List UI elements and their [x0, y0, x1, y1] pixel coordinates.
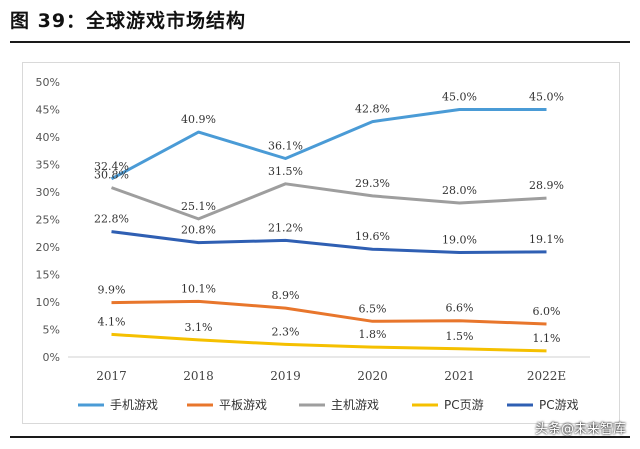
series-line: [110, 108, 547, 181]
data-label: 1.5%: [446, 330, 474, 343]
watermark: 头条@未来智库: [534, 422, 626, 437]
data-label: 20.8%: [181, 224, 216, 237]
y-tick-label: 20%: [36, 241, 60, 254]
y-tick-label: 40%: [36, 131, 60, 144]
data-label: 19.0%: [442, 234, 477, 247]
data-label: 8.9%: [272, 289, 300, 302]
data-label: 1.1%: [533, 332, 561, 345]
title-rule: [10, 41, 630, 43]
data-label: 45.0%: [529, 91, 564, 104]
x-tick-label: 2022E: [527, 369, 566, 383]
x-tick-label: 2021: [444, 369, 475, 383]
y-tick-label: 25%: [36, 214, 60, 227]
data-label: 19.6%: [355, 230, 390, 243]
data-label: 9.9%: [98, 284, 126, 297]
x-tick-label: 2017: [96, 369, 127, 383]
chart-frame: 0% 5% 10% 15% 20% 25% 30% 35% 40% 45% 50% 2017 2018 2…: [22, 62, 620, 424]
data-label: 31.5%: [268, 165, 303, 178]
legend-label: 平板游戏: [219, 398, 267, 412]
data-label: 6.5%: [359, 302, 387, 315]
data-label: 2.3%: [272, 325, 300, 338]
legend-label: 主机游戏: [331, 398, 379, 412]
data-label: 40.9%: [181, 113, 216, 126]
data-label: 30.8%: [94, 169, 129, 182]
data-label: 19.1%: [529, 233, 564, 246]
data-label: 28.0%: [442, 184, 477, 197]
x-tick-label: 2020: [357, 369, 388, 383]
legend-label: 手机游戏: [110, 398, 158, 412]
data-label: 25.1%: [181, 200, 216, 213]
y-tick-label: 0%: [43, 351, 60, 364]
y-tick-label: 45%: [36, 104, 60, 117]
series-line: [111, 230, 547, 254]
data-label: 6.0%: [533, 305, 561, 318]
legend-label: PC游戏: [539, 398, 579, 412]
y-tick-label: 10%: [36, 296, 60, 309]
x-tick-label: 2019: [270, 369, 301, 383]
data-label: 36.1%: [268, 139, 303, 152]
data-label: 21.2%: [268, 221, 303, 234]
data-label: 28.9%: [529, 179, 564, 192]
data-label: 6.6%: [446, 302, 474, 315]
x-tick-label: 2018: [183, 369, 214, 383]
figure-title: 图 39：全球游戏市场结构: [10, 10, 247, 32]
series-line: [111, 332, 547, 353]
bottom-rule: [10, 436, 630, 438]
series-line: [111, 299, 547, 326]
data-label: 29.3%: [355, 177, 390, 190]
series-line: [110, 182, 547, 221]
legend-label: PC页游: [444, 398, 484, 412]
y-tick-label: 5%: [43, 324, 60, 337]
data-label: 4.1%: [98, 315, 126, 328]
data-label: 1.8%: [359, 328, 387, 341]
y-tick-label: 30%: [36, 186, 60, 199]
data-label: 32.4%: [94, 160, 129, 173]
line-chart: 0% 5% 10% 15% 20% 25% 30% 35% 40% 45% 50% 2017 2018 2…: [36, 76, 590, 412]
data-label: 45.0%: [442, 91, 477, 104]
y-tick-label: 35%: [36, 159, 60, 172]
y-tick-label: 15%: [36, 269, 60, 282]
data-label: 3.1%: [185, 321, 213, 334]
y-tick-label: 50%: [36, 76, 60, 89]
data-label: 10.1%: [181, 282, 216, 295]
data-label: 22.8%: [94, 213, 129, 226]
data-label: 42.8%: [355, 103, 390, 116]
